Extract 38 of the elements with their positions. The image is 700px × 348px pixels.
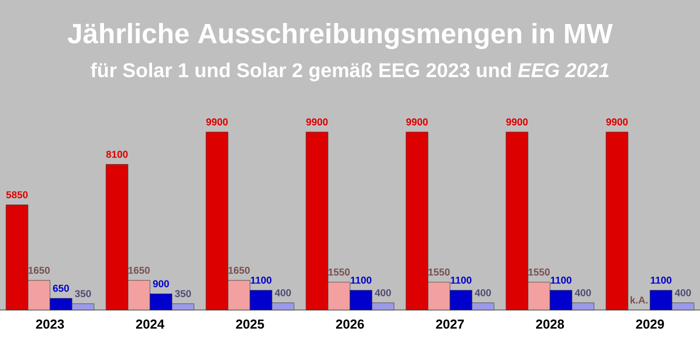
data-label: 1550 (528, 268, 550, 276)
chart-subtitle: für Solar 1 und Solar 2 gemäß EEG 2023 und EEG 2021 (90, 62, 609, 82)
x-tick-label: 2028 (536, 320, 564, 329)
data-label: 400 (274, 289, 291, 296)
data-label: 350 (174, 290, 191, 298)
data-label: 400 (574, 289, 591, 296)
data-label: 1100 (550, 276, 572, 284)
data-label: 400 (374, 289, 391, 296)
chart-title: Jährliche Ausschreibungsmengen in MW (68, 22, 613, 50)
data-label: 9900 (306, 118, 328, 126)
data-label: 8100 (106, 150, 128, 158)
data-label: 1100 (350, 276, 372, 284)
data-label: 9900 (206, 118, 228, 126)
data-label: 1650 (128, 266, 150, 274)
data-label: 1100 (650, 276, 672, 284)
data-label: 1100 (250, 276, 272, 284)
data-label: 1100 (450, 276, 472, 284)
text: k.A. (630, 296, 648, 304)
data-label: 650 (53, 284, 69, 292)
x-tick-label: 2029 (636, 320, 664, 329)
x-tick-label: 2023 (36, 320, 64, 329)
data-label: 1650 (28, 266, 50, 274)
x-tick-label: 2027 (436, 320, 464, 329)
data-label: 350 (74, 290, 91, 298)
data-label: 1550 (328, 268, 350, 276)
data-label: 1550 (428, 268, 450, 276)
data-label: 9900 (406, 118, 428, 126)
data-label: 9900 (606, 118, 628, 126)
x-tick-label: 2026 (336, 320, 364, 329)
data-label: 1650 (228, 266, 250, 274)
x-tick-label: 2024 (136, 320, 164, 329)
data-label: 5850 (6, 191, 28, 198)
data-label: 900 (153, 280, 169, 288)
data-label: 400 (674, 289, 691, 296)
data-label: 9900 (506, 118, 528, 126)
data-label: 400 (474, 289, 491, 296)
x-tick-label: 2025 (236, 320, 264, 329)
bar (606, 132, 628, 310)
